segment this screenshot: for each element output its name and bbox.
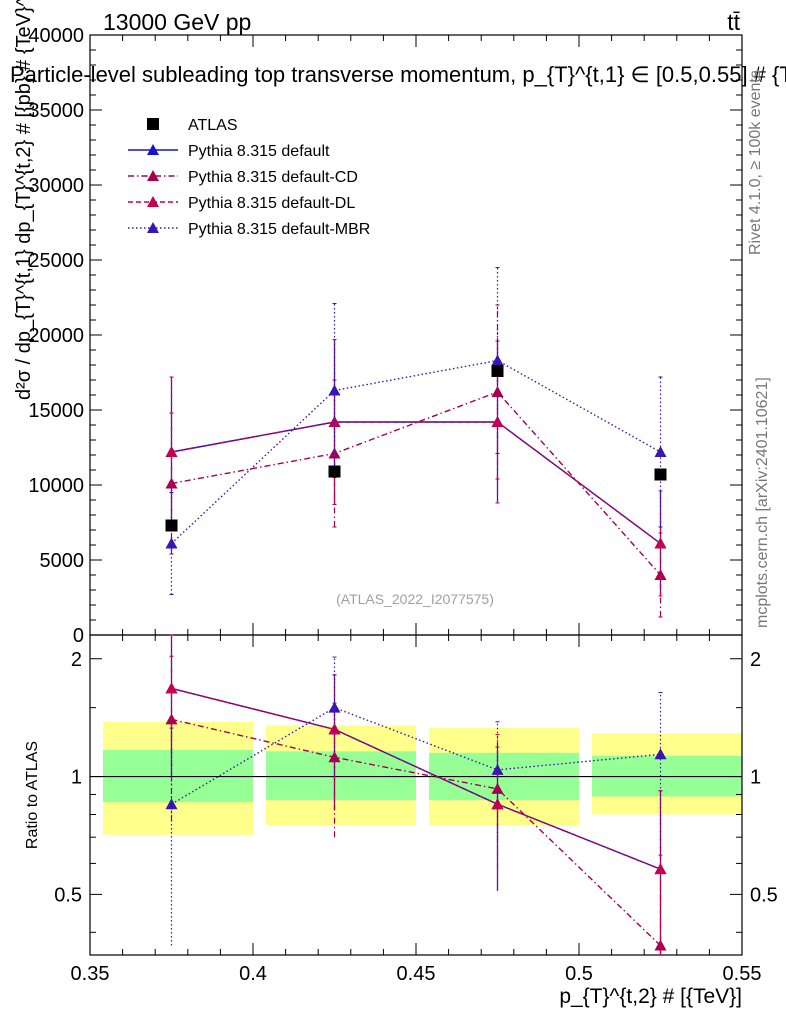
ratio-point: [328, 723, 341, 735]
series-atlas: [165, 365, 667, 532]
data-point: [165, 537, 178, 549]
legend-marker: [147, 144, 159, 155]
data-point: [654, 569, 667, 580]
series-mbr: [165, 267, 667, 595]
legend: ATLAS Pythia 8.315 default Pythia 8.315 de…: [128, 117, 370, 238]
ytick-label-right: 2: [750, 649, 761, 671]
series-line: [171, 391, 662, 576]
ratio-point: [491, 763, 504, 775]
legend-label: ATLAS: [188, 117, 238, 134]
legend-label: Pythia 8.315 default-MBR: [188, 221, 370, 238]
data-point: [654, 468, 667, 481]
data-point: [491, 365, 504, 377]
series-dl: [165, 339, 667, 597]
header-right: tt̄: [727, 9, 740, 35]
data-point: [165, 446, 178, 457]
ratio-ylabel: Ratio to ATLAS: [24, 741, 41, 849]
ytick-label: 1: [71, 767, 82, 789]
legend-entry-default: Pythia 8.315 default: [128, 143, 330, 160]
data-point: [491, 386, 504, 397]
legend-entry-cd: Pythia 8.315 default-CD: [128, 169, 358, 186]
legend-entry-atlas: ATLAS: [147, 117, 238, 134]
series-line: [171, 359, 661, 545]
legend-marker: [147, 118, 159, 130]
data-point: [491, 354, 504, 366]
mcplots-label: mcplots.cern.ch [arXiv:2401.10621]: [754, 377, 771, 628]
ratio-point: [165, 682, 178, 694]
header-left: 13000 GeV pp: [103, 9, 251, 35]
ytick-label: 10000: [28, 475, 84, 497]
ytick-label: 0.5: [54, 884, 82, 906]
ratio-point: [654, 863, 667, 875]
series-line: [171, 421, 661, 545]
rivet-label: Rivet 4.1.0, ≥ 100k events: [747, 70, 764, 255]
ytick-label-right: 1: [750, 767, 761, 789]
ytick-label: 2: [71, 649, 82, 671]
ytick-label: 5000: [40, 550, 85, 572]
ratio-line: [171, 706, 661, 805]
ratio-point: [654, 748, 667, 760]
xtick-label: 0.45: [397, 963, 436, 985]
series-line: [171, 421, 661, 545]
data-point: [165, 519, 178, 532]
ytick-label-right: 0.5: [750, 884, 778, 906]
legend-entry-dl: Pythia 8.315 default-DL: [128, 195, 355, 212]
ratio-line: [171, 718, 661, 947]
ytick-label: 20000: [28, 325, 84, 347]
plot-title: Particle-level subleading top transverse…: [10, 62, 786, 87]
ratio-point: [328, 751, 341, 763]
main-panel: 0 5000 10000 15000 20000 25000 30000 35000 40000: [28, 25, 743, 647]
series-default: [165, 339, 667, 597]
legend-marker: [147, 170, 159, 181]
xtick-label: 0.35: [71, 963, 110, 985]
legend-label: Pythia 8.315 default: [188, 143, 330, 160]
data-point: [328, 465, 341, 478]
series-cd: [165, 304, 667, 618]
ytick-label: 40000: [28, 25, 84, 47]
ytick-label: 25000: [28, 250, 84, 272]
xtick-label: 0.55: [723, 963, 762, 985]
legend-label: Pythia 8.315 default-CD: [188, 169, 358, 186]
ytick-label: 0: [73, 625, 84, 647]
ratio-series-mbr: [165, 656, 667, 946]
ratio-line: [171, 687, 661, 870]
legend-label: Pythia 8.315 default-DL: [188, 195, 355, 212]
data-point: [328, 384, 341, 396]
band-inner: [266, 751, 416, 801]
ratio-point: [165, 798, 178, 810]
data-point: [654, 446, 667, 457]
main-ylabel: d²σ / dp_{T}^{t,1} dp_{T}^{t,2} # [{pb} …: [13, 0, 35, 400]
ratio-point: [328, 701, 341, 713]
ytick-label: 15000: [28, 400, 84, 422]
ratio-xlabel: p_{T}^{t,2} # [{TeV}]: [559, 985, 742, 1008]
xtick-label: 0.4: [239, 963, 267, 985]
data-point: [654, 537, 667, 549]
legend-entry-mbr: Pythia 8.315 default-MBR: [128, 221, 370, 238]
xtick-label: 0.5: [565, 963, 593, 985]
legend-marker: [147, 222, 159, 233]
ytick-label: 30000: [28, 175, 84, 197]
watermark: (ATLAS_2022_I2077575): [336, 591, 494, 607]
ratio-panel: 0.5 0.5 1 1 2 2 0.35 0.4 0.45 0.5 0.55: [54, 634, 778, 985]
ytick-label: 35000: [28, 100, 84, 122]
legend-marker: [147, 196, 159, 207]
